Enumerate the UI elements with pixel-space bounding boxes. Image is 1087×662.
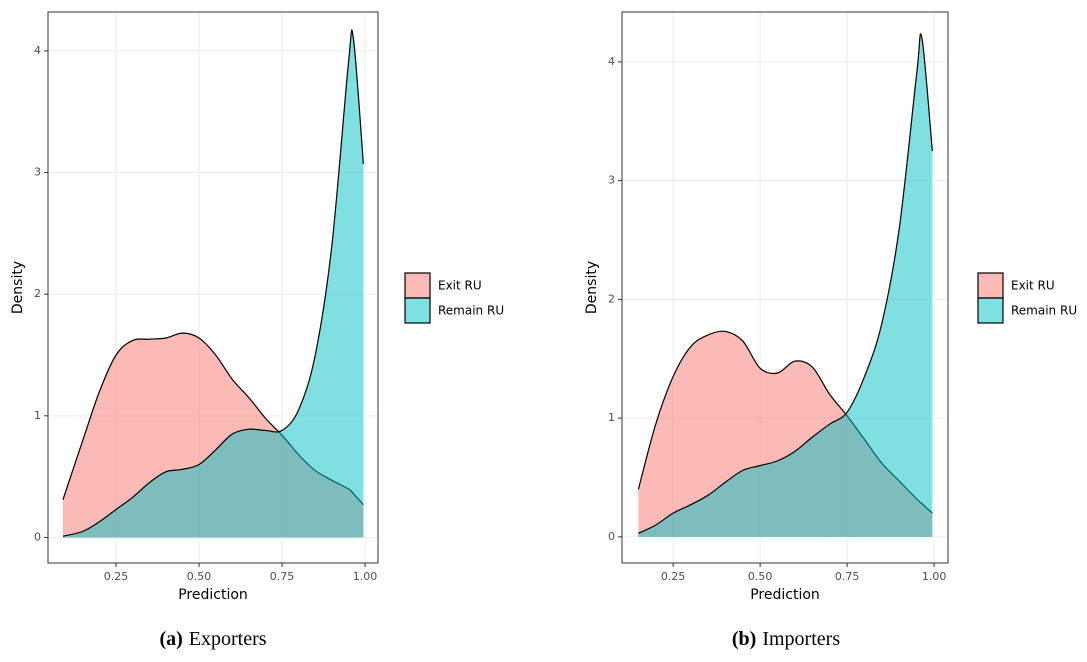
- x-tick-label: 0.75: [835, 570, 860, 583]
- y-tick-label: 3: [608, 174, 615, 187]
- panel-border: [47, 11, 379, 564]
- caption: (a) Exporters: [159, 628, 266, 650]
- x-tick-label: 1.00: [353, 570, 378, 583]
- y-tick-label: 2: [34, 287, 41, 300]
- legend-swatch: [977, 272, 1004, 299]
- x-axis-title: Prediction: [178, 587, 248, 603]
- caption-label: (b): [732, 628, 756, 650]
- y-tick-label: 3: [34, 166, 41, 179]
- area-fill: [62, 29, 364, 538]
- x-tick-label: 0.50: [748, 570, 773, 583]
- legend-label: Exit RU: [438, 279, 482, 293]
- caption-label: (a): [159, 628, 182, 650]
- y-tick-label: 1: [34, 409, 41, 422]
- y-axis-title: Density: [584, 261, 600, 314]
- area-fill: [638, 33, 933, 537]
- x-tick-label: 1.00: [922, 570, 947, 583]
- legend-label: Remain RU: [438, 304, 504, 318]
- legend-swatch: [404, 272, 431, 299]
- y-tick-label: 0: [608, 530, 615, 543]
- chart: 0 1 2 3 4 0.25 0.50 0.75 1.00 Density Prediction Ex…: [584, 11, 1077, 650]
- panel-border: [621, 11, 949, 564]
- caption-text: Importers: [762, 628, 840, 650]
- y-tick-label: 4: [34, 44, 41, 57]
- x-tick-label: 0.50: [187, 570, 212, 583]
- chart: 0 1 2 3 4 0.25 0.50 0.75 1.00 Density Prediction Ex…: [10, 11, 504, 650]
- y-axis-title: Density: [10, 261, 26, 314]
- y-tick-label: 2: [608, 292, 615, 305]
- density-line: [62, 29, 364, 537]
- y-tick-label: 4: [608, 55, 615, 68]
- legend-swatch: [404, 297, 431, 324]
- caption: (b) Importers: [732, 628, 840, 650]
- y-tick-label: 1: [608, 411, 615, 424]
- legend-label: Exit RU: [1011, 279, 1055, 293]
- x-tick-label: 0.25: [661, 570, 686, 583]
- x-axis-title: Prediction: [750, 587, 820, 603]
- legend-swatch: [977, 297, 1004, 324]
- density-line: [638, 33, 933, 534]
- caption-text: Exporters: [189, 628, 267, 650]
- x-tick-label: 0.75: [270, 570, 295, 583]
- x-tick-label: 0.25: [104, 570, 129, 583]
- y-tick-label: 0: [34, 530, 41, 543]
- legend-label: Remain RU: [1011, 304, 1077, 318]
